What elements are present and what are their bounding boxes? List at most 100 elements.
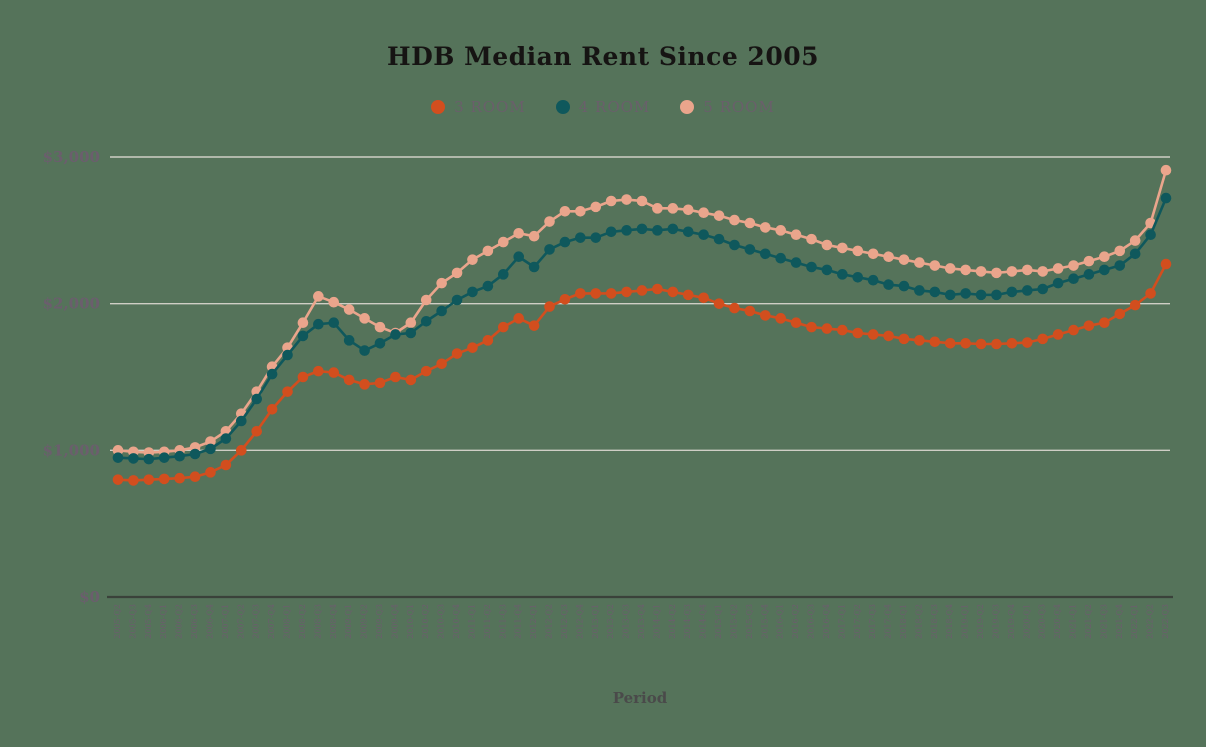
legend-dot-3-room-icon: [431, 100, 446, 114]
x-tick-label: 2018-Q2: [914, 604, 923, 639]
data-point-3-room: [759, 310, 771, 321]
x-tick-label: 2007-Q2: [236, 604, 245, 639]
legend-label-3-room: 3 ROOM: [454, 98, 526, 116]
x-tick-label: 2020-Q1: [1022, 604, 1031, 639]
legend-item-3-room[interactable]: 3 ROOM: [431, 98, 526, 116]
data-point-5-room: [374, 321, 386, 333]
data-point-3-room: [297, 371, 309, 383]
x-tick-label: 2014-Q3: [683, 604, 692, 639]
data-point-4-room: [729, 239, 740, 251]
data-point-4-room: [914, 285, 925, 296]
data-point-3-room: [636, 285, 648, 296]
data-point-5-room: [1083, 255, 1095, 267]
x-tick-label: 2010-Q3: [437, 604, 446, 639]
data-point-5-room: [544, 216, 555, 227]
data-point-4-room: [1021, 285, 1033, 296]
data-point-5-room: [605, 195, 617, 207]
data-point-3-room: [313, 365, 324, 377]
x-tick-label: 2012-Q3: [560, 604, 569, 639]
data-point-4-room: [343, 335, 355, 346]
data-point-5-room: [1006, 266, 1018, 277]
x-tick-label: 2013-Q4: [637, 604, 646, 639]
x-tick-label: 2009-Q3: [375, 604, 384, 639]
x-tick-label: 2010-Q2: [421, 604, 430, 639]
data-point-4-room: [605, 226, 617, 238]
data-point-5-room: [1068, 260, 1079, 271]
data-point-3-room: [451, 348, 463, 359]
data-point-4-room: [328, 317, 340, 329]
data-point-3-room: [559, 293, 571, 305]
legend-item-5-room[interactable]: 5 ROOM: [680, 98, 775, 116]
data-point-4-room: [682, 226, 694, 238]
data-point-4-room: [867, 274, 879, 286]
x-tick-label: 2016-Q1: [776, 604, 785, 639]
x-tick-label: 2008-Q4: [329, 604, 338, 639]
data-point-5-room: [775, 225, 787, 236]
data-point-3-room: [1006, 337, 1018, 349]
data-point-5-room: [944, 263, 956, 274]
legend-item-4-room[interactable]: 4 ROOM: [555, 98, 651, 116]
data-point-5-room: [112, 445, 124, 456]
data-point-5-room: [528, 230, 540, 242]
legend: 3 ROOM 4 ROOM 5 ROOM: [0, 98, 1206, 116]
data-point-4-room: [436, 305, 447, 317]
x-tick-label: 2017-Q2: [853, 604, 862, 639]
data-point-4-room: [837, 269, 848, 280]
data-point-4-room: [621, 225, 632, 236]
data-point-4-room: [975, 289, 987, 301]
data-point-4-room: [744, 244, 756, 255]
data-point-3-room: [405, 374, 417, 386]
data-point-5-room: [343, 304, 355, 315]
data-point-5-room: [821, 239, 833, 251]
data-point-4-room: [667, 223, 679, 235]
data-point-3-room: [975, 338, 987, 350]
data-point-3-room: [235, 445, 247, 456]
data-point-3-room: [251, 425, 263, 437]
data-point-3-room: [220, 459, 232, 471]
data-point-5-room: [451, 267, 463, 279]
data-point-3-room: [775, 313, 787, 324]
x-tick-label: 2017-Q3: [868, 604, 877, 639]
data-point-5-room: [1160, 164, 1172, 176]
x-tick-label: 2006-Q3: [190, 604, 199, 639]
data-point-3-room: [158, 473, 170, 485]
data-point-3-room: [652, 283, 663, 295]
data-point-4-room: [420, 315, 432, 327]
data-point-4-room: [482, 280, 494, 292]
data-point-3-room: [374, 377, 386, 389]
data-point-5-room: [991, 267, 1002, 279]
data-point-5-room: [713, 210, 725, 221]
legend-label-4-room: 4 ROOM: [578, 98, 651, 116]
data-point-3-room: [205, 467, 216, 478]
x-tick-label: 2018-Q4: [945, 604, 954, 639]
data-point-3-room: [266, 403, 278, 415]
data-point-5-room: [636, 195, 648, 207]
data-point-5-room: [975, 266, 987, 277]
x-tick-label: 2018-Q3: [930, 604, 939, 639]
data-point-5-room: [652, 203, 663, 214]
x-tick-label: 2014-Q1: [652, 604, 661, 639]
x-tick-label: 2005-Q2: [113, 604, 122, 639]
x-tick-label: 2017-Q4: [884, 604, 893, 639]
data-point-4-room: [390, 329, 401, 340]
data-point-5-room: [806, 233, 817, 245]
data-point-5-room: [960, 264, 971, 276]
data-point-3-room: [143, 474, 155, 485]
y-tick-label: $1,000: [43, 441, 100, 459]
data-point-3-room: [1099, 317, 1110, 329]
data-point-3-room: [1037, 333, 1049, 345]
x-tick-label: 2006-Q4: [205, 604, 214, 639]
data-point-3-room: [390, 371, 401, 383]
data-point-3-room: [837, 324, 848, 336]
x-tick-label: 2019-Q4: [1007, 604, 1016, 639]
x-tick-label: 2008-Q2: [298, 604, 307, 639]
data-point-3-room: [944, 337, 956, 349]
data-point-4-room: [944, 289, 956, 301]
data-point-4-room: [359, 345, 370, 356]
x-tick-label: 2010-Q1: [406, 604, 415, 639]
data-point-5-room: [1037, 266, 1049, 277]
y-tick-label: $2,000: [43, 295, 100, 313]
data-point-5-room: [590, 201, 602, 213]
data-point-4-room: [451, 294, 463, 306]
data-point-4-room: [174, 450, 185, 462]
